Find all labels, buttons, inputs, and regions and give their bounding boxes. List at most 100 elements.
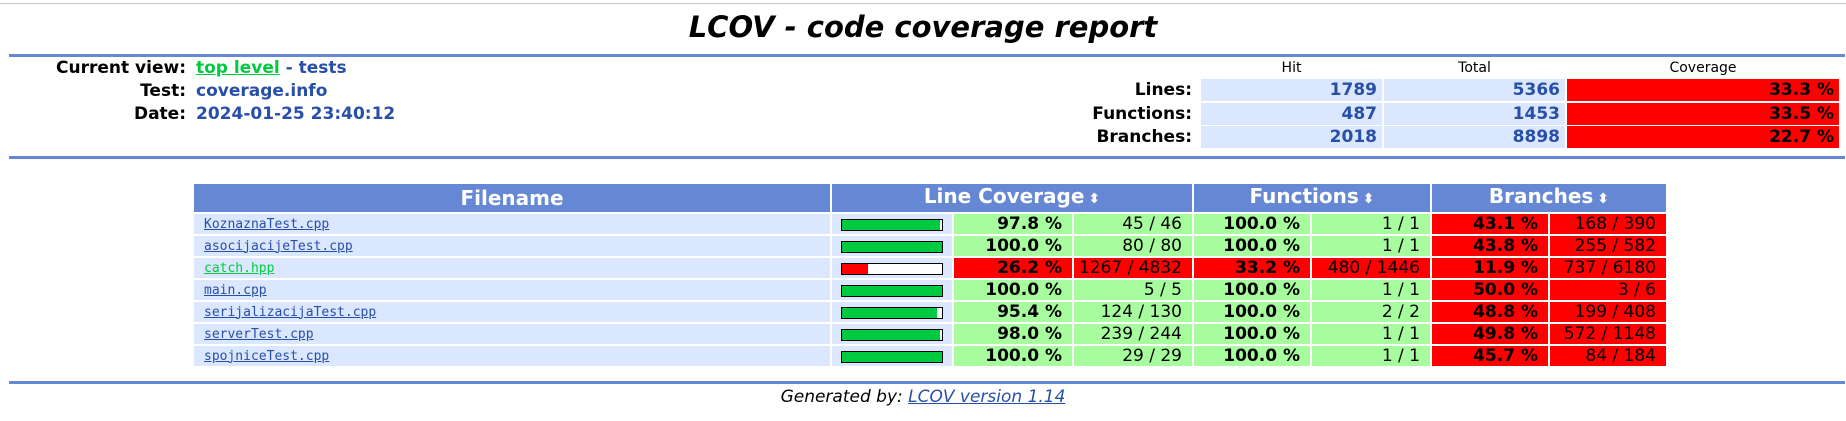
summary-functions-label: Functions:: [1092, 104, 1192, 124]
coverage-bar: [841, 351, 943, 363]
filename-cell: catch.hpp: [194, 258, 830, 278]
summary-branches-coverage: 22.7 %: [1567, 126, 1839, 148]
line-coverage-percent: 97.8 %: [954, 214, 1072, 234]
summary-col-total: Total: [1458, 60, 1491, 76]
summary-lines-label: Lines:: [1134, 80, 1192, 100]
current-view-value: top level - tests: [196, 57, 347, 80]
function-coverage-percent: 100.0 %: [1194, 324, 1310, 344]
line-coverage-percent: 95.4 %: [954, 302, 1072, 322]
line-coverage-count: 239 / 244: [1074, 324, 1192, 344]
function-coverage-percent: 100.0 %: [1194, 280, 1310, 300]
page-title: LCOV - code coverage report: [688, 10, 1158, 44]
table-row: spojniceTest.cpp 100.0 % 29 / 29 100.0 % 1 /…: [194, 346, 1666, 366]
lcov-version-link[interactable]: LCOV version 1.14: [908, 387, 1066, 407]
branch-coverage-count: 84 / 184: [1550, 346, 1666, 366]
coverage-bar: [841, 307, 943, 319]
coverage-bar-cell: [832, 324, 952, 344]
branch-coverage-percent: 49.8 %: [1432, 324, 1548, 344]
line-coverage-count: 1267 / 4832: [1074, 258, 1192, 278]
function-coverage-percent: 100.0 %: [1194, 346, 1310, 366]
header-ruler-top: [9, 54, 1845, 57]
functions-header-label: Functions: [1249, 184, 1359, 208]
function-coverage-count: 1 / 1: [1312, 346, 1430, 366]
footer-prefix: Generated by:: [780, 387, 909, 407]
coverage-bar-cell: [832, 214, 952, 234]
branch-coverage-percent: 48.8 %: [1432, 302, 1548, 322]
function-coverage-percent: 33.2 %: [1194, 258, 1310, 278]
file-link[interactable]: serijalizacijaTest.cpp: [204, 304, 377, 320]
line-coverage-count: 124 / 130: [1074, 302, 1192, 322]
line-coverage-header[interactable]: Line Coverage ⬍: [832, 184, 1192, 212]
branches-header[interactable]: Branches ⬍: [1432, 184, 1666, 212]
branch-coverage-count: 255 / 582: [1550, 236, 1666, 256]
filename-cell: asocijacijeTest.cpp: [194, 236, 830, 256]
coverage-bar-fill: [842, 264, 869, 274]
filename-cell: spojniceTest.cpp: [194, 346, 830, 366]
filename-cell: main.cpp: [194, 280, 830, 300]
footer-ruler: [9, 381, 1845, 384]
file-link[interactable]: serverTest.cpp: [204, 326, 314, 342]
coverage-bar-cell: [832, 346, 952, 366]
branch-coverage-percent: 43.1 %: [1432, 214, 1548, 234]
current-view-dir: tests: [298, 58, 347, 78]
test-value: coverage.info: [196, 81, 328, 101]
summary-functions-total: 1453: [1384, 103, 1565, 125]
table-row: KoznaznaTest.cpp 97.8 % 45 / 46 100.0 % 1 / …: [194, 214, 1666, 234]
coverage-bar-fill: [842, 220, 940, 230]
functions-header[interactable]: Functions ⬍: [1194, 184, 1430, 212]
line-coverage-count: 5 / 5: [1074, 280, 1192, 300]
function-coverage-percent: 100.0 %: [1194, 236, 1310, 256]
summary-functions-hit: 487: [1201, 103, 1382, 125]
branch-coverage-count: 3 / 6: [1550, 280, 1666, 300]
function-coverage-count: 1 / 1: [1312, 324, 1430, 344]
line-coverage-percent: 26.2 %: [954, 258, 1072, 278]
coverage-bar: [841, 219, 943, 231]
sort-icon[interactable]: ⬍: [1597, 191, 1610, 207]
top-level-link[interactable]: top level: [196, 58, 280, 78]
filename-cell: KoznaznaTest.cpp: [194, 214, 830, 234]
branch-coverage-percent: 11.9 %: [1432, 258, 1548, 278]
summary-lines-hit: 1789: [1201, 79, 1382, 101]
file-link[interactable]: main.cpp: [204, 282, 267, 298]
current-view-label: Current view:: [56, 58, 186, 78]
coverage-bar-cell: [832, 258, 952, 278]
branch-coverage-percent: 43.8 %: [1432, 236, 1548, 256]
function-coverage-count: 480 / 1446: [1312, 258, 1430, 278]
summary-col-hit: Hit: [1281, 60, 1302, 76]
file-link[interactable]: catch.hpp: [204, 260, 275, 276]
line-coverage-count: 80 / 80: [1074, 236, 1192, 256]
coverage-bar-cell: [832, 236, 952, 256]
file-link[interactable]: spojniceTest.cpp: [204, 348, 330, 364]
summary-functions-coverage: 33.5 %: [1567, 103, 1839, 125]
header-ruler-bottom: [9, 156, 1845, 159]
sort-icon[interactable]: ⬍: [1362, 191, 1375, 207]
coverage-bar: [841, 285, 943, 297]
line-coverage-count: 29 / 29: [1074, 346, 1192, 366]
sort-icon[interactable]: ⬍: [1088, 191, 1101, 207]
table-row: asocijacijeTest.cpp 100.0 % 80 / 80 100.0 %…: [194, 236, 1666, 256]
filename-cell: serverTest.cpp: [194, 324, 830, 344]
date-label: Date:: [133, 104, 186, 124]
filename-cell: serijalizacijaTest.cpp: [194, 302, 830, 322]
table-row: catch.hpp 26.2 % 1267 / 4832 33.2 % 480 / 14…: [194, 258, 1666, 278]
coverage-bar: [841, 241, 943, 253]
summary-col-coverage: Coverage: [1669, 60, 1737, 76]
coverage-bar-fill: [842, 286, 942, 296]
table-row: main.cpp 100.0 % 5 / 5 100.0 % 1 / 1 50.0 % 3 …: [194, 280, 1666, 300]
footer: Generated by: LCOV version 1.14: [0, 386, 1846, 408]
summary-lines-total: 5366: [1384, 79, 1565, 101]
table-row: serijalizacijaTest.cpp 95.4 % 124 / 130 100…: [194, 302, 1666, 322]
coverage-bar: [841, 329, 943, 341]
branch-coverage-count: 199 / 408: [1550, 302, 1666, 322]
file-link[interactable]: KoznaznaTest.cpp: [204, 216, 330, 232]
filename-header[interactable]: Filename: [194, 184, 830, 212]
summary-branches-label: Branches:: [1096, 127, 1192, 147]
branch-coverage-percent: 45.7 %: [1432, 346, 1548, 366]
coverage-bar-fill: [842, 242, 942, 252]
function-coverage-count: 1 / 1: [1312, 236, 1430, 256]
branch-coverage-count: 572 / 1148: [1550, 324, 1666, 344]
coverage-bar-cell: [832, 302, 952, 322]
file-link[interactable]: asocijacijeTest.cpp: [204, 238, 353, 254]
coverage-bar-fill: [842, 352, 942, 362]
coverage-bar-fill: [842, 308, 938, 318]
